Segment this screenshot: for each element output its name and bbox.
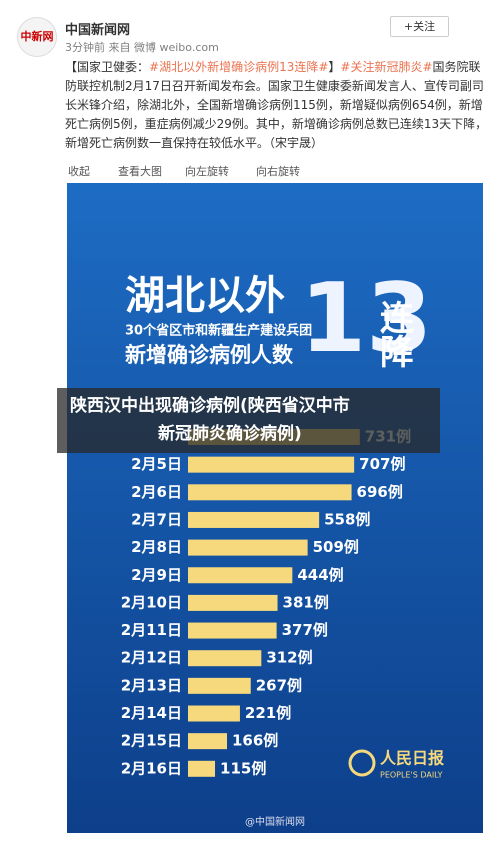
category-label: 2月13日 xyxy=(121,676,182,694)
category-label: 2月15日 xyxy=(121,732,182,750)
value-label: 166例 xyxy=(232,732,278,750)
big-suffix: 连降 xyxy=(374,300,414,368)
value-label: 267例 xyxy=(256,676,302,694)
post-meta: 3分钟前 来自 微博 weibo.com xyxy=(65,41,219,54)
logo-sub: PEOPLE'S DAILY xyxy=(380,771,443,780)
text: 国务院联防联控机制2月17日召开新闻发布会。国家卫生健康委新闻发言人、宣传司副司… xyxy=(65,60,488,150)
overlay-text: 新冠肺炎确诊病例) xyxy=(158,423,302,444)
value-label: 221例 xyxy=(245,704,291,722)
bar xyxy=(188,484,352,501)
overlay-banner xyxy=(57,388,440,453)
category-label: 2月8日 xyxy=(131,538,182,556)
post-text: 【国家卫健委：#湖北以外新增确诊病例13连降#】#关注新冠肺炎#国务院联防联控机… xyxy=(65,58,490,153)
value-label: 707例 xyxy=(359,455,405,473)
bar xyxy=(188,539,308,556)
bar xyxy=(188,567,293,584)
category-label: 2月11日 xyxy=(121,621,182,639)
infographic-bg xyxy=(67,183,483,833)
category-label: 2月14日 xyxy=(121,704,182,722)
bar xyxy=(188,705,240,722)
category-label: 2月7日 xyxy=(131,510,182,528)
value-label: 558例 xyxy=(324,510,370,528)
bar xyxy=(188,511,320,528)
heading: 新增确诊病例人数 xyxy=(125,343,294,367)
subtitle: 30个省区市和新疆生产建设兵团 xyxy=(125,323,312,339)
hashtag[interactable]: #关注新冠肺炎# xyxy=(340,60,433,74)
category-label: 2月9日 xyxy=(131,566,182,584)
follow-button[interactable]: +关注 xyxy=(390,16,449,37)
value-label: 377例 xyxy=(282,621,328,639)
value-label: 381例 xyxy=(283,593,329,611)
author[interactable]: 中国新闻网 xyxy=(65,23,131,38)
bar xyxy=(188,733,228,750)
action[interactable]: 查看大图 xyxy=(118,165,162,178)
value-label: 696例 xyxy=(357,483,403,501)
title: 湖北以外 xyxy=(125,273,285,319)
category-label: 2月16日 xyxy=(121,759,182,777)
logo: 人民日报 xyxy=(380,749,444,768)
value-label: 115例 xyxy=(220,759,266,777)
bar xyxy=(188,622,277,639)
avatar[interactable]: 中新网 xyxy=(17,17,57,57)
value-label: 509例 xyxy=(313,538,359,556)
category-label: 2月12日 xyxy=(121,649,182,667)
hashtag[interactable]: #湖北以外新增确诊病例13连降# xyxy=(149,60,329,74)
text: 【国家卫健委： xyxy=(65,60,150,74)
category-label: 2月6日 xyxy=(131,483,182,501)
action[interactable]: 向右旋转 xyxy=(256,165,300,178)
value-label: 444例 xyxy=(297,566,343,584)
category-label: 2月5日 xyxy=(131,455,182,473)
action[interactable]: 收起 xyxy=(68,165,90,178)
bar xyxy=(188,650,262,667)
bar xyxy=(188,594,278,611)
overlay-text: 陕西汉中出现确诊病例(陕西省汉中市 xyxy=(70,395,350,416)
category-label: 2月10日 xyxy=(121,593,182,611)
action[interactable]: 向左旋转 xyxy=(185,165,229,178)
value-label: 312例 xyxy=(266,649,312,667)
bar xyxy=(188,456,355,473)
bar xyxy=(188,677,251,694)
logo-icon xyxy=(348,749,376,777)
big-number: 13 xyxy=(300,264,432,374)
bar xyxy=(188,760,216,777)
text: 】 xyxy=(328,60,341,74)
watermark: @中国新闻网 xyxy=(245,815,305,828)
